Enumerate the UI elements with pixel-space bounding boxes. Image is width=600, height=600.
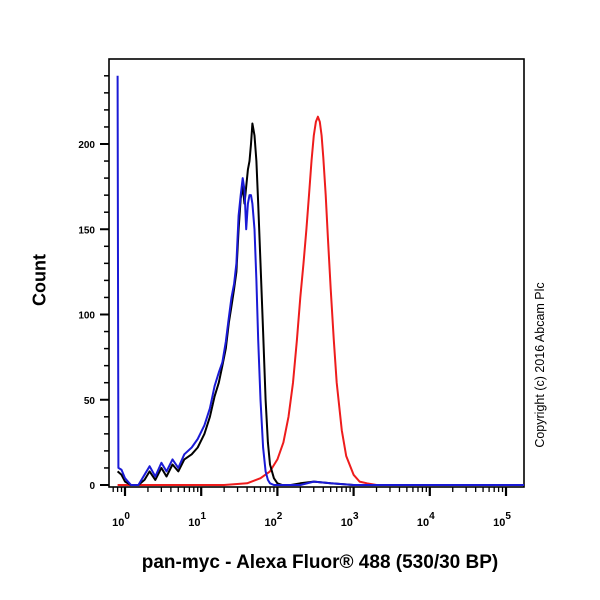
x-tick-label: 101	[188, 511, 206, 529]
x-tick-label: 105	[493, 511, 511, 529]
y-tick-label: 100	[78, 311, 95, 322]
y-axis: 0 50 100 150 200	[78, 75, 109, 492]
x-tick-label: 104	[417, 511, 435, 529]
series-black-line	[116, 122, 524, 486]
y-tick-label: 200	[78, 140, 95, 151]
x-tick-label: 102	[264, 511, 282, 529]
y-tick-label: 50	[84, 396, 96, 407]
y-axis-label-text: Count	[29, 254, 50, 306]
y-axis-label: Count	[10, 235, 70, 325]
series-blue-line	[116, 75, 524, 486]
y-tick-label: 150	[78, 225, 95, 236]
x-axis-label: pan-myc - Alexa Fluor® 488 (530/30 BP)	[141, 552, 499, 573]
x-tick-label: 100	[112, 511, 130, 529]
series-layer	[116, 75, 524, 486]
x-axis: 100 101 102 103 104 105	[112, 487, 511, 529]
y-tick-label: 0	[89, 481, 95, 492]
plot-frame	[108, 58, 525, 488]
plot-border	[108, 58, 525, 488]
x-tick-label: 103	[341, 511, 359, 529]
copyright-annotation: Copyright (c) 2016 Abcam Plc	[525, 235, 555, 495]
copyright-text: Copyright (c) 2016 Abcam Plc	[533, 282, 547, 448]
series-red-line	[117, 115, 524, 486]
